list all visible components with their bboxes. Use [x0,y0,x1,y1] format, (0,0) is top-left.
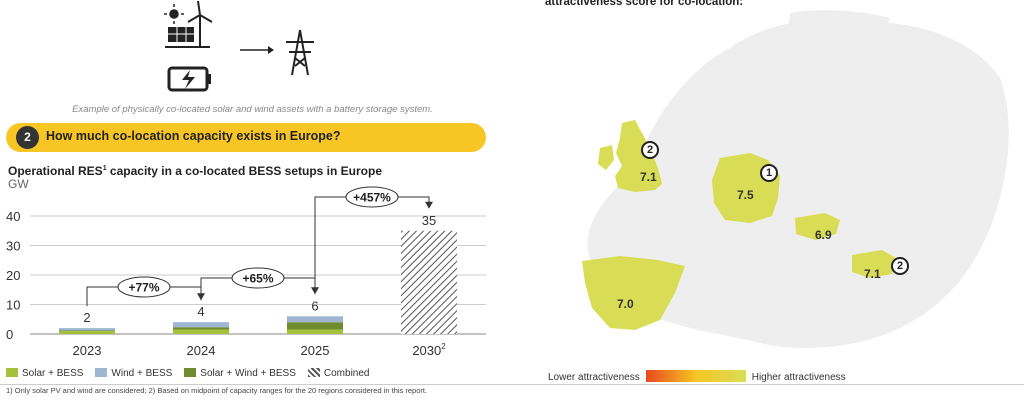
legend-swatch [95,368,108,377]
legend-item: Solar + BESS [6,368,83,379]
legend-swatch [184,368,197,377]
sun-icon [164,4,184,24]
spain-region [582,256,685,330]
legend-item: Solar + Wind + BESS [184,368,296,379]
map-score-hungary: 6.9 [815,228,832,242]
x-tick-label: 2025 [301,343,330,358]
map-title: attractiveness score for co-location: [545,0,744,8]
growth-label: +65% [242,272,273,286]
bar-solar-wind-bess [173,327,229,330]
wind-turbine-icon [187,0,213,46]
bar-solar-bess [287,329,343,334]
section-title: How much co-location capacity exists in … [46,129,341,143]
y-tick-label: 10 [6,298,20,313]
solar-panel-icon [168,27,194,42]
legend-swatch [6,368,18,377]
europe-map [582,10,1009,349]
arrow-right-icon [240,46,274,54]
bar-solar-bess [173,329,229,334]
map-score-germany: 7.5 [737,188,754,202]
bar-total-label: 4 [197,304,204,319]
image-caption: Example of physically co-located solar a… [72,104,433,115]
y-tick-label: 30 [6,239,20,254]
growth-label: +457% [353,191,391,205]
section-number: 2 [16,126,39,149]
bar-wind-bess [173,322,229,328]
map-score-bulgaria: 7.1 [864,267,881,281]
x-tick-label: 20302 [412,342,446,358]
growth-arrowhead [425,201,433,209]
attractiveness-gradient [645,370,746,382]
legend-item: Wind + BESS [95,368,172,379]
legend-high-label: Higher attractiveness [751,372,846,383]
hungary-region [795,213,840,240]
x-tick-label: 2024 [187,343,216,358]
bar-solar-wind-bess [287,322,343,330]
legend-label: Combined [323,368,370,379]
bar-solar-bess [59,331,115,334]
growth-label: +77% [128,281,159,295]
chart-title: Operational RES1 capacity in a co-locate… [8,164,383,178]
section-header: 2 How much co-location capacity exists i… [6,123,486,152]
growth-badge [231,267,285,289]
energy-icons [164,0,314,92]
growth-badge [345,186,399,208]
scandinavia-landmass [785,10,890,119]
bar-chart: 0 10 20 30 40 2 2023 4 2024 6 2025 35 20302 +77% +65% +… [6,186,486,358]
x-tick-label: 2023 [73,343,102,358]
rank-ribbon-icon: 2 [891,257,909,275]
bar-combined [401,230,457,334]
bar-solar-wind-bess [59,330,115,332]
map-score-spain: 7.0 [617,297,634,311]
map-score-uk: 7.1 [640,170,657,184]
legend-low-label: Lower attractiveness [548,372,640,383]
chart-legend: Solar + BESS Wind + BESS Solar + Wind + BE… [6,368,381,379]
y-tick-label: 40 [6,209,20,224]
y-tick-label: 20 [6,268,20,283]
growth-badge [117,276,171,298]
rank-ribbon-icon: 1 [760,164,778,182]
legend-label: Solar + Wind + BESS [200,368,296,379]
uk-region [615,120,662,192]
rank-ribbon-icon: 2 [641,141,659,159]
divider [0,384,1024,385]
legend-label: Solar + BESS [22,368,84,379]
legend-swatch [307,368,320,377]
transmission-tower-icon [286,29,314,76]
bar-total-label: 35 [422,213,436,228]
legend-label: Wind + BESS [111,368,173,379]
footnote: 1) Only solar PV and wind are considered… [6,386,428,395]
bar-wind-bess [287,316,343,323]
map-legend: Lower attractiveness Higher attractivenes… [548,370,846,383]
y-tick-label: 0 [6,327,13,342]
bulgaria-region [852,250,896,278]
battery-icon [167,66,211,92]
bar-total-label: 2 [83,310,90,325]
ireland-region [598,145,614,170]
bar-total-label: 6 [311,298,318,313]
legend-item: Combined [307,368,370,379]
bar-wind-bess [59,328,115,331]
chart-unit: GW [8,177,29,191]
